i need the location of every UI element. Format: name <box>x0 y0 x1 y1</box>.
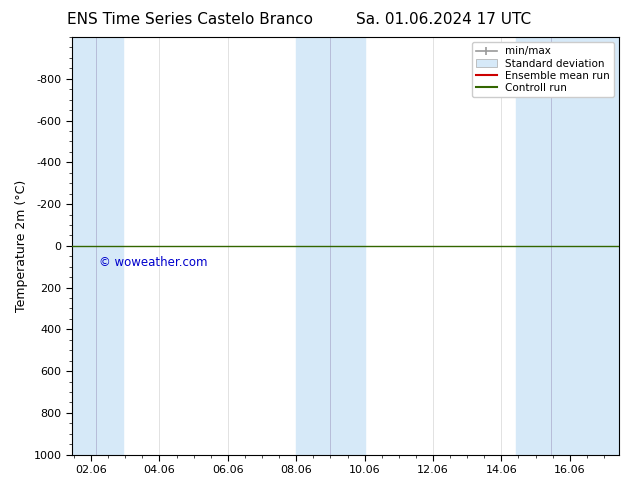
Bar <box>517 37 619 455</box>
Text: © woweather.com: © woweather.com <box>100 256 208 270</box>
Text: Sa. 01.06.2024 17 UTC: Sa. 01.06.2024 17 UTC <box>356 12 531 27</box>
Bar <box>296 37 365 455</box>
Text: ENS Time Series Castelo Branco: ENS Time Series Castelo Branco <box>67 12 313 27</box>
Legend: min/max, Standard deviation, Ensemble mean run, Controll run: min/max, Standard deviation, Ensemble me… <box>472 42 614 97</box>
Bar <box>72 37 123 455</box>
Y-axis label: Temperature 2m (°C): Temperature 2m (°C) <box>15 180 28 312</box>
